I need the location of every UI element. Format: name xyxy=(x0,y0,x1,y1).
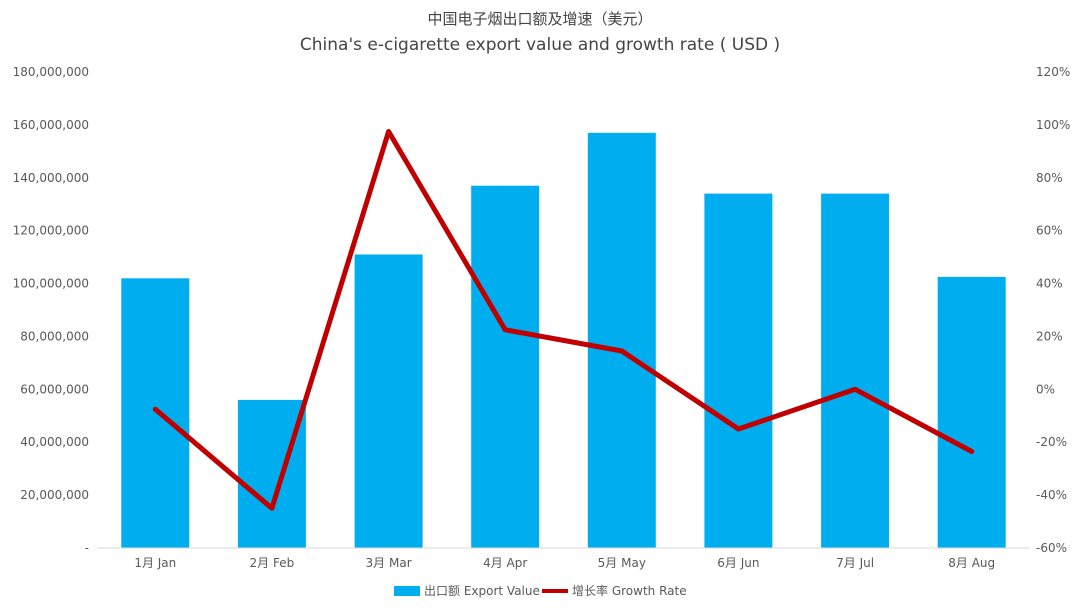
y-right-tick-label-1: -60% xyxy=(1036,541,1067,555)
x-tick-label-8: 8月 Aug xyxy=(948,556,995,570)
bar-4 xyxy=(471,185,540,548)
x-tick-label-4: 4月 Apr xyxy=(483,556,527,570)
y-left-tick-label-2: 20,000,000 xyxy=(20,488,89,502)
y-left-tick-label-9: 160,000,000 xyxy=(13,118,89,132)
legend-label-growth-rate: 增长率 Growth Rate xyxy=(572,583,687,598)
growth-line-group xyxy=(152,129,975,511)
y-right-tick-label-2: -40% xyxy=(1036,488,1067,502)
bar-6 xyxy=(704,193,773,548)
legend-swatch-export-value xyxy=(394,586,420,596)
y-left-tick-label-5: 80,000,000 xyxy=(20,329,89,343)
x-tick-label-5: 5月 May xyxy=(598,556,646,570)
y-right-tick-label-3: -20% xyxy=(1036,435,1067,449)
x-axis: 1月 Jan 2月 Feb 3月 Mar 4月 Apr 5月 May 6月 Jun 7月 J… xyxy=(97,547,1030,570)
y-left-tick-label-4: 60,000,000 xyxy=(20,382,89,396)
y-axis-right: -60% -40% -20% 0% 20% 40% 60% 80% 100% 120% xyxy=(1036,65,1070,555)
bars-group xyxy=(121,132,1006,549)
y-left-tick-label-6: 100,000,000 xyxy=(13,277,89,291)
y-right-tick-label-8: 80% xyxy=(1036,171,1063,185)
x-tick-label-2: 2月 Feb xyxy=(250,556,295,570)
y-left-tick-label-10: 180,000,000 xyxy=(13,65,89,79)
x-tick-label-1: 1月 Jan xyxy=(134,556,176,570)
x-tick-label-6: 6月 Jun xyxy=(717,556,759,570)
y-left-tick-label-1: - xyxy=(85,541,89,555)
y-right-tick-label-10: 120% xyxy=(1036,65,1070,79)
chart-title: 中国电子烟出口额及增速（美元） xyxy=(427,10,652,28)
bar-8 xyxy=(937,276,1006,548)
y-right-tick-label-9: 100% xyxy=(1036,118,1070,132)
x-tick-label-3: 3月 Mar xyxy=(366,556,412,570)
y-left-tick-label-8: 140,000,000 xyxy=(13,171,89,185)
y-right-tick-label-4: 0% xyxy=(1036,382,1055,396)
legend: 出口额 Export Value 增长率 Growth Rate xyxy=(394,583,687,598)
x-tick-label-7: 7月 Jul xyxy=(836,556,874,570)
bar-1 xyxy=(121,278,190,548)
y-left-tick-label-7: 120,000,000 xyxy=(13,224,89,238)
bar-2 xyxy=(237,399,306,548)
bar-7 xyxy=(821,193,890,548)
bar-3 xyxy=(354,254,423,548)
y-left-tick-label-3: 40,000,000 xyxy=(20,435,89,449)
y-right-tick-label-5: 20% xyxy=(1036,329,1063,343)
y-right-tick-label-7: 60% xyxy=(1036,224,1063,238)
legend-label-export-value: 出口额 Export Value xyxy=(424,584,540,598)
y-right-tick-label-6: 40% xyxy=(1036,277,1063,291)
chart-subtitle: China's e-cigarette export value and gro… xyxy=(300,35,780,55)
bar-5 xyxy=(587,132,656,549)
y-axis-left: - 20,000,000 40,000,000 60,000,000 80,000,00… xyxy=(13,65,89,555)
growth-rate-line xyxy=(152,129,975,511)
